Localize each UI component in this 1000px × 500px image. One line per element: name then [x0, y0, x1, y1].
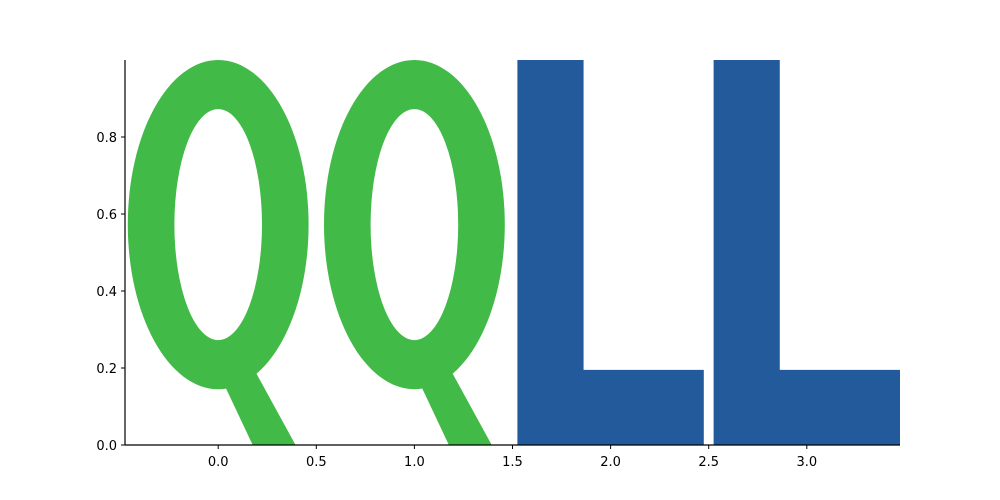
q-glyph-ring [323, 59, 505, 390]
y-tick-label: 0.0 [96, 439, 117, 454]
x-tick-label: 1.5 [502, 455, 523, 470]
bar-q-1 [323, 59, 505, 445]
x-tick-label: 1.0 [404, 455, 425, 470]
q-glyph-ring [127, 59, 309, 390]
l-glyph [517, 60, 704, 445]
glyph-bars [127, 59, 900, 445]
y-tick-label: 0.2 [96, 362, 117, 377]
q-glyph-tail [414, 371, 492, 445]
x-tick-label: 0.5 [306, 455, 327, 470]
bar-q-0 [127, 59, 309, 445]
y-tick-label: 0.4 [96, 285, 117, 300]
x-tick-label: 3.0 [796, 455, 817, 470]
x-tick-label: 2.5 [698, 455, 719, 470]
x-tick-label: 2.0 [600, 455, 621, 470]
q-glyph-tail [218, 371, 296, 445]
bar-l-3 [713, 60, 900, 445]
l-glyph [713, 60, 900, 445]
y-tick-label: 0.8 [96, 131, 117, 146]
y-tick-label: 0.6 [96, 208, 117, 223]
axes: 0.0 0.5 1.0 1.5 2.0 2.5 3.0 0.0 0.2 0.4 0.6 0.8 [96, 60, 900, 470]
bar-l-2 [517, 60, 704, 445]
x-tick-label: 0.0 [208, 455, 229, 470]
